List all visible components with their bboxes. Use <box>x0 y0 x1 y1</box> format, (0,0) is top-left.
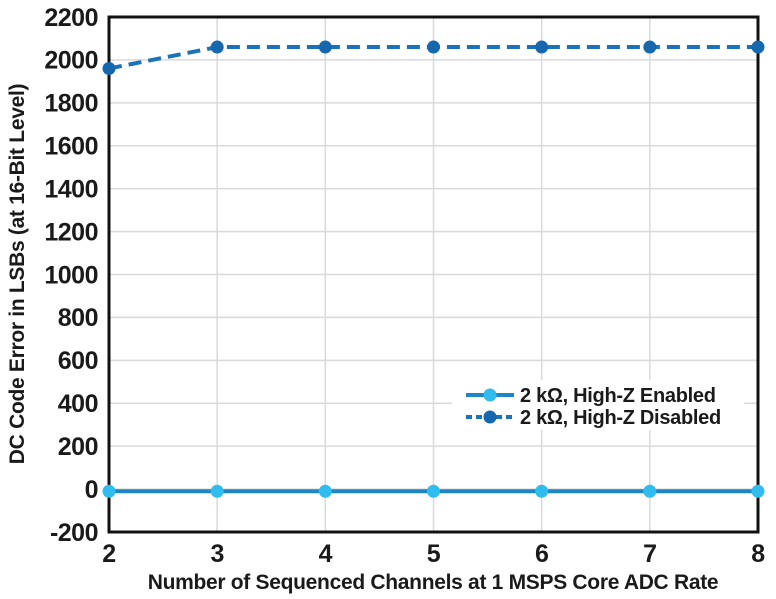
legend-marker-enabled-icon <box>483 388 497 402</box>
y-tick-label: 2200 <box>44 4 98 32</box>
data-point-marker <box>643 40 657 54</box>
legend-label-disabled: 2 kΩ, High-Z Disabled <box>520 407 721 429</box>
data-series <box>102 40 765 498</box>
y-tick-label: 0 <box>85 476 98 504</box>
data-point-marker <box>318 484 332 498</box>
y-tick-label: 800 <box>58 304 98 332</box>
data-point-marker <box>427 40 440 54</box>
y-tick-label: 1000 <box>44 261 98 289</box>
data-point-marker <box>535 40 549 54</box>
x-tick-label: 7 <box>643 540 656 568</box>
data-point-marker <box>210 40 224 54</box>
y-tick-label: -200 <box>50 519 98 547</box>
legend: 2 kΩ, High-Z Enabled 2 kΩ, High-Z Disabl… <box>452 380 744 430</box>
legend-entry-highz-disabled: 2 kΩ, High-Z Disabled <box>466 407 721 429</box>
data-point-marker <box>535 484 549 498</box>
legend-marker-disabled-icon <box>483 410 497 424</box>
data-point-marker <box>102 62 116 75</box>
data-point-marker <box>318 40 332 54</box>
y-tick-label: 1800 <box>44 90 98 118</box>
x-tick-label: 5 <box>427 540 441 568</box>
data-point-marker <box>102 484 116 498</box>
y-tick-label: 1200 <box>44 218 98 246</box>
legend-label-enabled: 2 kΩ, High-Z Enabled <box>520 385 716 407</box>
data-point-marker <box>427 484 440 498</box>
data-point-marker <box>210 484 224 498</box>
y-tick-label: 600 <box>58 347 98 375</box>
x-tick-label: 3 <box>210 540 223 568</box>
data-point-marker <box>751 40 765 54</box>
data-point-marker <box>643 484 657 498</box>
y-tick-label: 2000 <box>44 47 98 75</box>
plot-border <box>107 15 760 534</box>
data-point-marker <box>751 484 765 498</box>
x-axis-title: Number of Sequenced Channels at 1 MSPS C… <box>148 571 719 594</box>
y-tick-label: 200 <box>58 433 98 461</box>
y-axis-title: DC Code Error in LSBs (at 16-Bit Level) <box>6 84 29 464</box>
y-tick-label: 400 <box>58 390 98 418</box>
y-tick-label: 1600 <box>44 133 98 161</box>
gridlines <box>108 16 759 533</box>
legend-entry-highz-enabled: 2 kΩ, High-Z Enabled <box>466 385 716 407</box>
x-tick-label: 4 <box>319 540 333 568</box>
y-tick-label: 1400 <box>44 175 98 203</box>
legend-background <box>452 380 744 430</box>
x-tick-label: 6 <box>535 540 548 568</box>
x-tick-label: 2 <box>102 540 115 568</box>
tick-labels: 2 3 4 5 6 7 8 -200 0 200 400 600 800 1000 1200 1400 1600… <box>44 4 765 568</box>
x-tick-label: 8 <box>751 540 765 568</box>
